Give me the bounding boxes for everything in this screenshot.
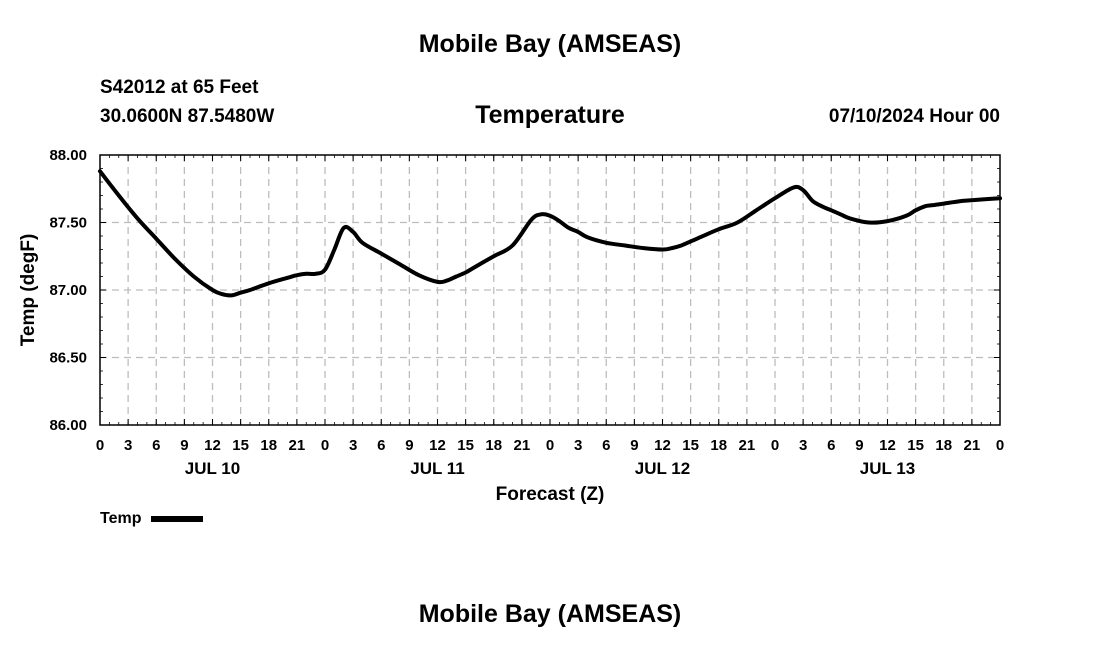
x-tick-label: 18: [260, 437, 277, 454]
legend-label: Temp: [100, 510, 142, 527]
x-tick-label: 15: [907, 437, 924, 454]
plot-frame: [99, 154, 1001, 426]
x-tick-label: 9: [630, 437, 638, 454]
x-tick-label: 21: [514, 437, 531, 454]
y-tick-label: 87.50: [49, 215, 87, 232]
legend: Temp: [100, 510, 204, 528]
grid-lines: [100, 155, 1000, 425]
x-tick-label: 6: [827, 437, 835, 454]
x-tick-label: 9: [180, 437, 188, 454]
x-tick-label: 12: [429, 437, 446, 454]
x-tick-label: 12: [879, 437, 896, 454]
x-tick-label: 15: [232, 437, 249, 454]
x-tick-label: 18: [485, 437, 502, 454]
x-tick-label: 12: [204, 437, 221, 454]
y-tick-labels: 86.00 86.50 87.00 87.50 88.00: [49, 147, 87, 434]
y-tick-label: 86.50: [49, 350, 87, 367]
y-tick-label: 87.00: [49, 282, 87, 299]
coordinates-label: 30.0600N 87.5480W: [100, 106, 275, 127]
chart-title: Temperature: [475, 101, 625, 129]
footer-title: Mobile Bay (AMSEAS): [418, 600, 682, 628]
day-label: JUL 10: [185, 459, 240, 478]
station-label: S42012 at 65 Feet: [100, 77, 259, 98]
x-tick-label: 15: [457, 437, 474, 454]
day-label: JUL 11: [410, 459, 465, 478]
x-tick-label: 6: [602, 437, 610, 454]
day-label: JUL 13: [860, 459, 915, 478]
legend-swatch: [151, 516, 204, 522]
x-tick-label: 3: [124, 437, 132, 454]
y-axis-label: Temp (degF): [18, 234, 39, 347]
x-tick-labels: 0 3 6 9 12 15 18 21 0 3 6 9 12 15 18 21 0 3 6 9 12 15 18 21 0 3 6 9…: [96, 437, 1004, 454]
x-tick-label: 0: [96, 437, 104, 454]
x-tick-label: 0: [771, 437, 779, 454]
x-tick-label: 3: [574, 437, 582, 454]
x-tick-label: 12: [654, 437, 671, 454]
x-tick-label: 21: [964, 437, 981, 454]
y-tick-label: 88.00: [49, 147, 87, 164]
x-tick-label: 0: [321, 437, 329, 454]
x-tick-label: 18: [935, 437, 952, 454]
main-title: Mobile Bay (AMSEAS): [418, 30, 682, 58]
day-labels: JUL 10 JUL 11 JUL 12 JUL 13: [185, 459, 915, 478]
y-tick-label: 86.00: [49, 417, 87, 434]
x-tick-label: 9: [405, 437, 413, 454]
x-axis-label: Forecast (Z): [496, 484, 605, 505]
x-tick-label: 3: [799, 437, 807, 454]
x-tick-label: 15: [682, 437, 699, 454]
x-tick-label: 18: [710, 437, 727, 454]
x-tick-label: 21: [739, 437, 756, 454]
x-tick-label: 0: [546, 437, 554, 454]
x-tick-label: 9: [855, 437, 863, 454]
x-tick-label: 6: [377, 437, 385, 454]
day-label: JUL 12: [635, 459, 690, 478]
x-tick-label: 21: [289, 437, 306, 454]
run-time-label: 07/10/2024 Hour 00: [828, 106, 1000, 127]
temp-series-line: [98, 169, 1002, 298]
x-tick-label: 0: [996, 437, 1004, 454]
x-tick-label: 3: [349, 437, 357, 454]
x-tick-label: 6: [152, 437, 160, 454]
